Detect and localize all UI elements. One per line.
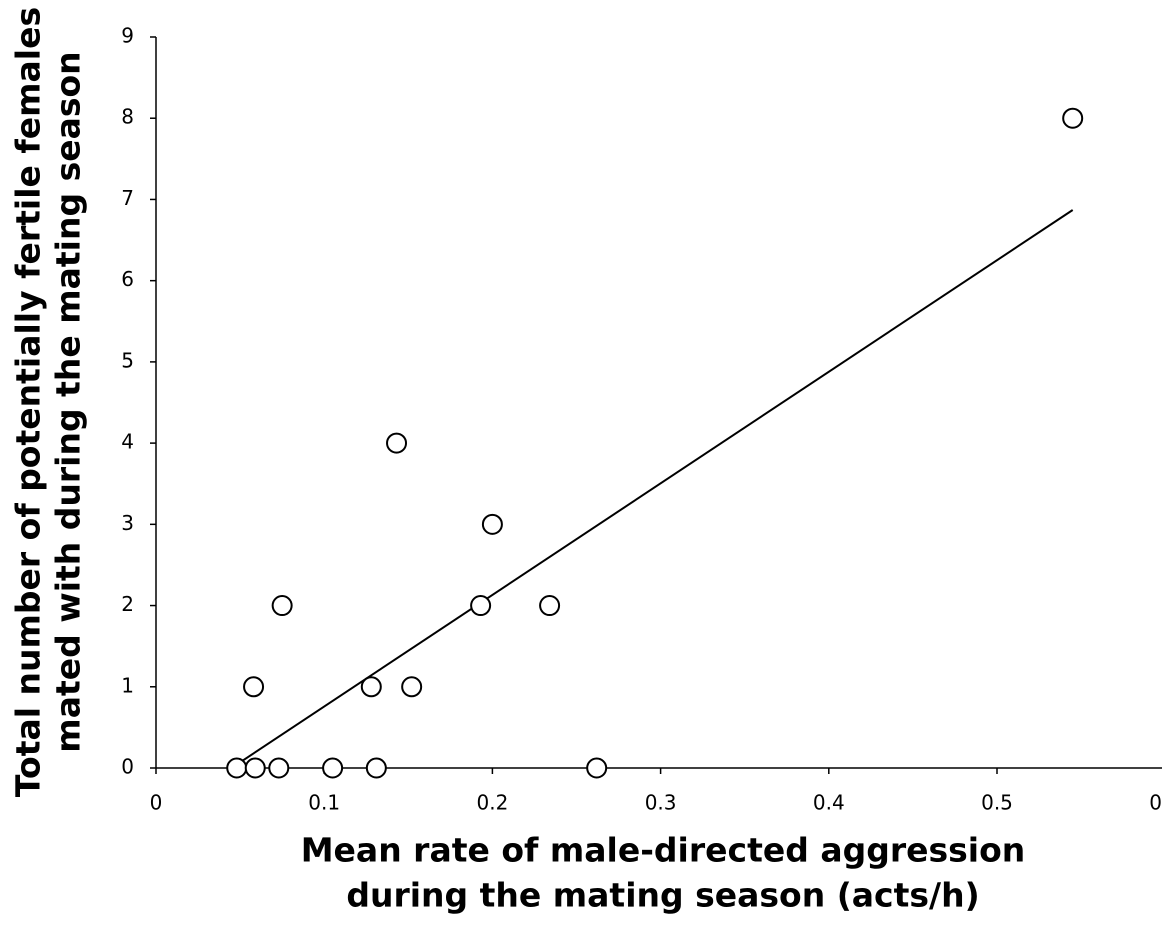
x-tick-label: 0.1 — [308, 791, 340, 815]
y-tick-label: 5 — [121, 348, 134, 372]
x-tick-label: 0.6 — [1149, 791, 1162, 815]
point — [586, 757, 608, 779]
point — [481, 513, 503, 535]
point — [244, 757, 266, 779]
y-tick-label: 2 — [121, 592, 134, 616]
y-tick-label: 7 — [121, 186, 134, 210]
y-axis-label: mated with during the mating season — [49, 51, 88, 752]
x-tick-label: 0.2 — [476, 791, 508, 815]
point — [268, 757, 290, 779]
point — [226, 757, 248, 779]
x-axis-label: Mean rate of male-directed aggression — [301, 831, 1026, 870]
x-tick-label: 0 — [150, 791, 163, 815]
y-tick-label: 4 — [121, 430, 134, 454]
point — [365, 757, 387, 779]
point — [322, 757, 344, 779]
point — [271, 595, 293, 617]
y-tick-label: 6 — [121, 267, 134, 291]
point — [470, 595, 492, 617]
x-tick-label: 0.5 — [981, 791, 1013, 815]
y-axis-label: Total number of potentially fertile fema… — [9, 7, 48, 797]
point — [1062, 107, 1084, 129]
point — [386, 432, 408, 454]
y-tick-label: 8 — [121, 105, 134, 129]
x-axis-label: during the mating season (acts/h) — [346, 876, 979, 915]
y-tick-label: 0 — [121, 755, 134, 779]
point — [360, 676, 382, 698]
y-tick-label: 1 — [121, 673, 134, 697]
point — [539, 595, 561, 617]
trend-line — [239, 209, 1074, 764]
point — [401, 676, 423, 698]
point — [243, 676, 265, 698]
y-tick-label: 9 — [121, 24, 134, 48]
y-tick-label: 3 — [121, 511, 134, 535]
x-tick-label: 0.4 — [813, 791, 845, 815]
x-tick-label: 0.3 — [645, 791, 677, 815]
